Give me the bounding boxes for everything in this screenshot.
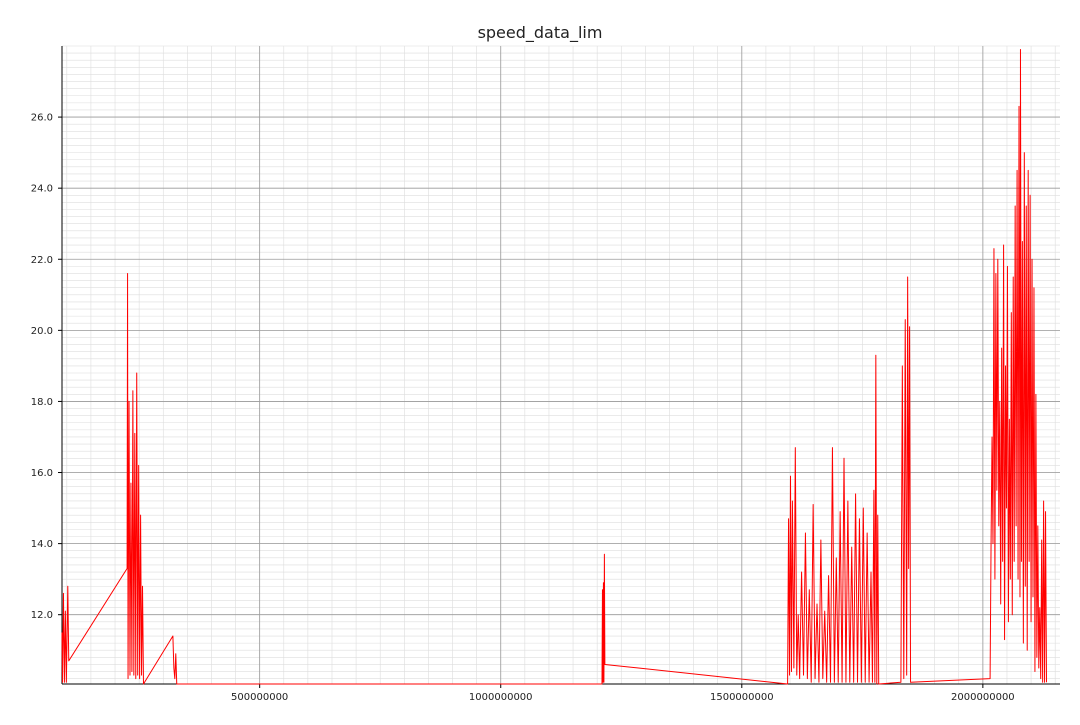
minor-grid <box>62 45 1060 684</box>
y-tick-label: 16.0 <box>31 468 53 479</box>
x-tick-label: 500000000 <box>231 692 288 703</box>
major-grid <box>62 46 1060 684</box>
y-tick-label: 20.0 <box>31 326 53 337</box>
y-tick-label: 14.0 <box>31 539 53 550</box>
y-tick-label: 18.0 <box>31 397 53 408</box>
y-axis-ticks: 12.0 14.0 16.0 18.0 20.0 22.0 24.0 26.0 <box>31 113 62 621</box>
y-tick-label: 22.0 <box>31 255 53 266</box>
x-axis-ticks: 500000000 1000000000 1500000000 2000000000 <box>231 684 1015 703</box>
x-tick-label: 2000000000 <box>951 692 1015 703</box>
series-line-0 <box>61 49 1047 685</box>
y-tick-label: 12.0 <box>31 610 53 621</box>
x-tick-label: 1000000000 <box>469 692 533 703</box>
chart-title: speed_data_lim <box>478 23 603 43</box>
y-tick-label: 26.0 <box>31 113 53 124</box>
y-tick-label: 24.0 <box>31 184 53 195</box>
x-tick-label: 1500000000 <box>710 692 774 703</box>
series-layer <box>61 49 1047 685</box>
